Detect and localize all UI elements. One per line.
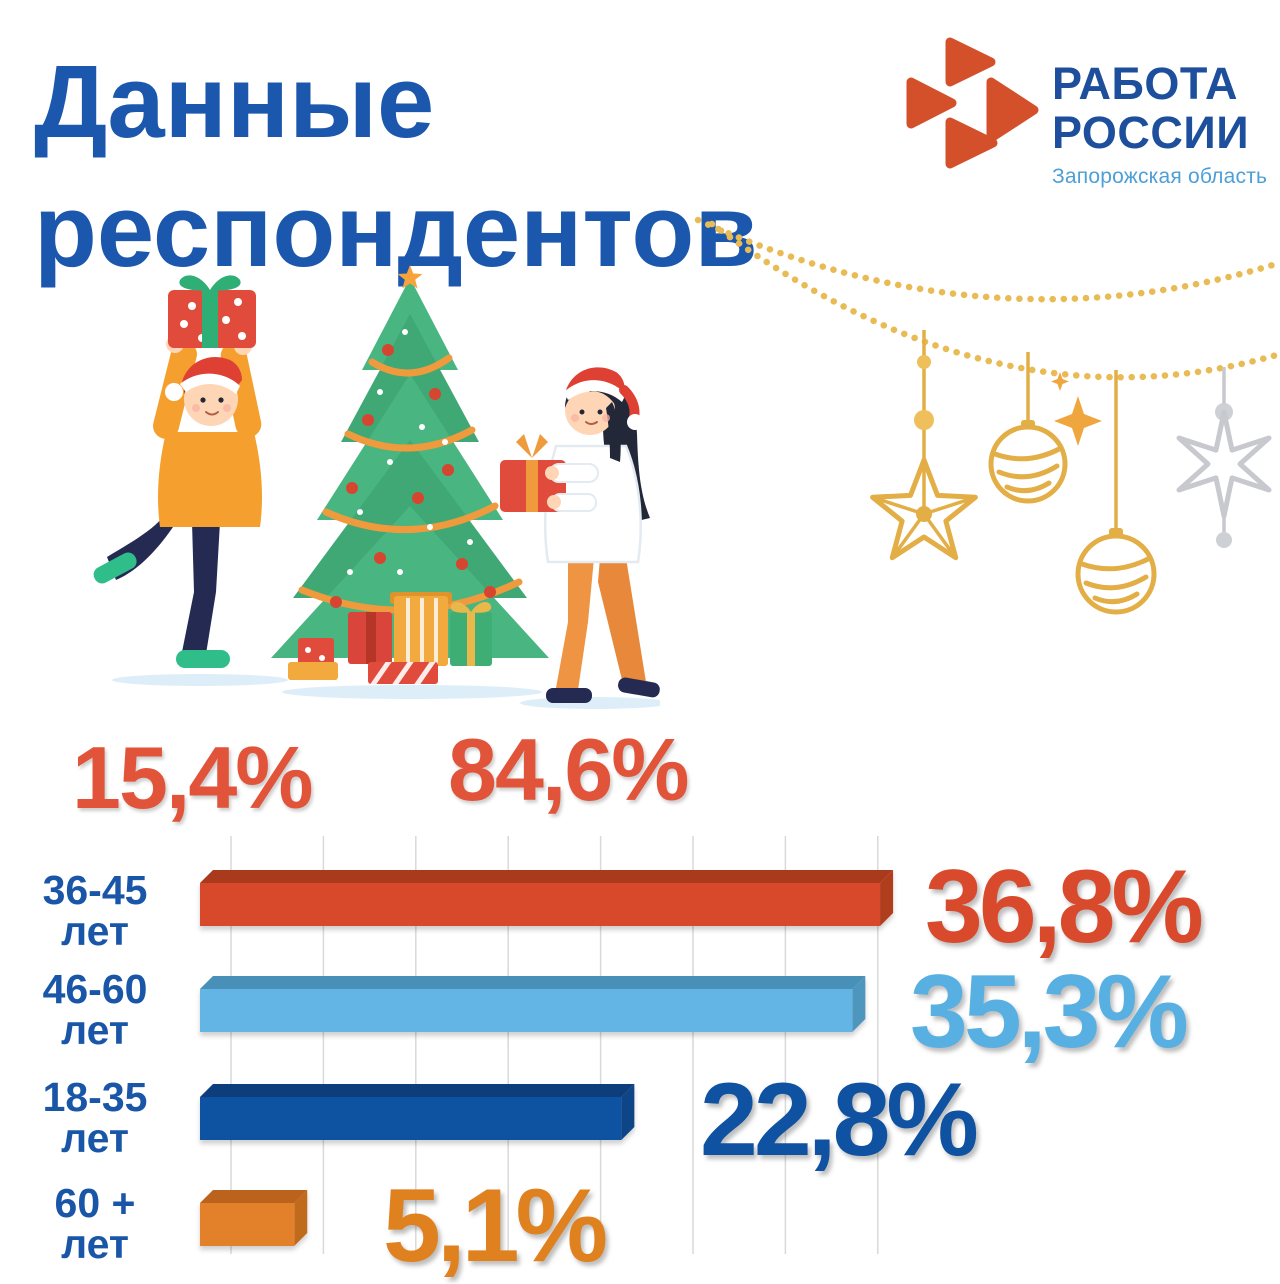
value-label-46-60: 35,3% [910, 954, 1189, 1070]
ground-shadow-left [112, 674, 288, 686]
gold-star-ornament [870, 330, 978, 561]
logo-triangle-right [986, 77, 1039, 143]
category-label-18-35: 18-35 лет [42, 1074, 148, 1161]
gold-bauble-ornament-2 [1075, 370, 1157, 615]
garland-strand-1 [694, 216, 1280, 303]
bar-46-60 [200, 976, 866, 1032]
christmas-garland-decoration [694, 216, 1280, 615]
bar-18-35 [200, 1084, 635, 1140]
silver-star-ornament [1176, 367, 1272, 548]
gift-pile [288, 592, 492, 684]
christmas-illustration [93, 265, 660, 709]
bar-36-45 [200, 870, 894, 926]
logo-brand-line1: РАБОТА [1052, 58, 1239, 109]
gender-stat-left: 15,4% [72, 728, 314, 827]
logo-brand-line2: РОССИИ [1052, 106, 1250, 158]
value-label-36-45: 36,8% [925, 849, 1204, 965]
logo-triangle-bottom [945, 117, 998, 169]
page-title-line1: Данные [34, 44, 435, 159]
tree-top-star-icon [397, 265, 423, 289]
bar-60+ [200, 1190, 308, 1246]
man-illustration [93, 275, 262, 668]
christmas-tree-illustration [271, 265, 549, 684]
garland-strand-2 [708, 220, 1280, 381]
gold-bauble-ornament-1 [988, 352, 1068, 504]
age-bar-chart [200, 836, 894, 1254]
ground-shadow-center [282, 685, 542, 699]
category-label-36-45: 36-45 лет [42, 867, 148, 954]
rabota-rossii-logo-icon [906, 37, 1039, 169]
logo-triangle-left [906, 77, 957, 129]
woman-illustration [500, 367, 660, 703]
category-label-60-plus: 60 + лет [54, 1180, 136, 1267]
value-label-60-plus: 5,1% [383, 1168, 608, 1284]
category-label-46-60: 46-60 лет [42, 966, 148, 1053]
logo-text-block: РАБОТА РОССИИ Запорожская область [1052, 58, 1268, 189]
logo-region: Запорожская область [1052, 165, 1268, 189]
gender-stat-right: 84,6% [448, 720, 690, 819]
page-title: Данные респондентов [34, 38, 758, 296]
gift-box-red-polka [168, 275, 256, 348]
page-title-line2: респондентов [34, 172, 758, 288]
sparkle-icon [1051, 372, 1102, 446]
value-label-18-35: 22,8% [700, 1062, 979, 1178]
logo-triangle-top [945, 37, 996, 87]
